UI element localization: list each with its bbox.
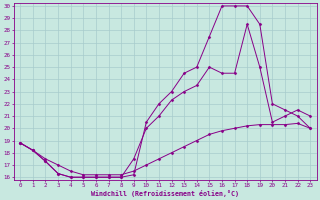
X-axis label: Windchill (Refroidissement éolien,°C): Windchill (Refroidissement éolien,°C): [91, 190, 239, 197]
